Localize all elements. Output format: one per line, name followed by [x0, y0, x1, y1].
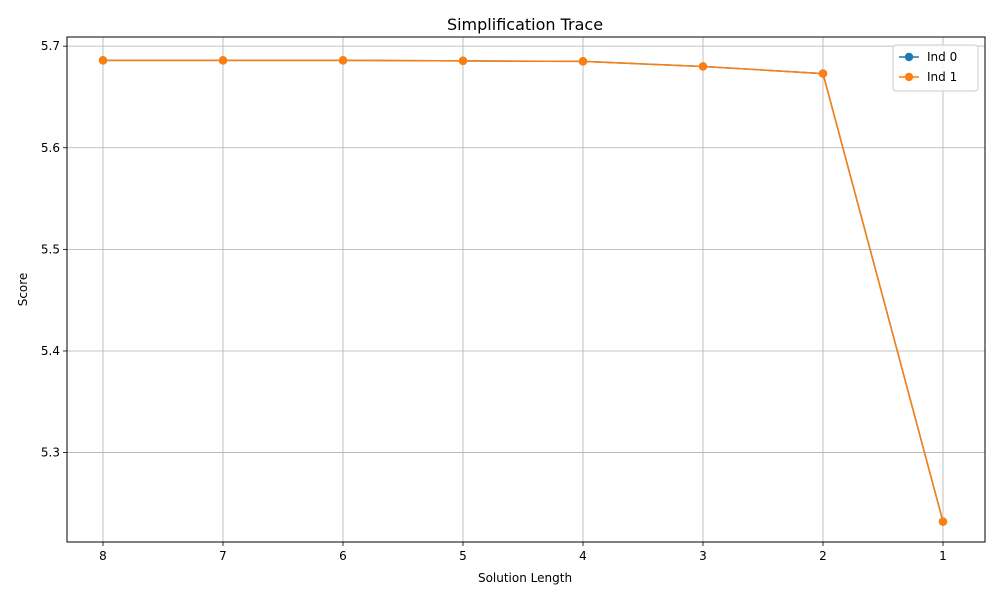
legend-marker	[904, 52, 914, 62]
chart-title: Simplification Trace	[447, 15, 603, 34]
x-tick-label: 7	[219, 549, 227, 563]
plot-frame	[66, 36, 986, 543]
y-tick-label: 5.6	[41, 141, 60, 155]
series-line	[103, 59, 944, 522]
x-axis-ticks: 8 7 6 5 4 3 2 1	[99, 542, 947, 563]
y-axis-ticks: 5.3 5.4 5.5 5.6 5.7	[41, 39, 67, 460]
series-layer	[98, 56, 948, 526]
x-tick-label: 2	[819, 549, 827, 563]
x-tick-label: 1	[939, 549, 947, 563]
x-tick-label: 8	[99, 549, 107, 563]
x-tick-label: 5	[459, 549, 467, 563]
data-point	[818, 69, 828, 78]
grid	[67, 37, 985, 542]
legend-item: Ind 0	[899, 50, 957, 64]
data-point	[698, 62, 708, 71]
data-point	[458, 56, 468, 66]
y-tick-label: 5.3	[41, 446, 60, 460]
legend: Ind 0 Ind 1	[892, 44, 979, 92]
y-tick-label: 5.5	[41, 242, 60, 256]
legend-label: Ind 0	[927, 50, 957, 64]
legend-label: Ind 1	[927, 70, 957, 84]
legend-item: Ind 1	[899, 70, 957, 84]
data-point	[578, 57, 588, 66]
x-tick-label: 6	[339, 549, 347, 563]
data-point	[98, 56, 108, 65]
x-tick-label: 3	[699, 549, 707, 563]
data-point	[338, 56, 348, 65]
data-point	[218, 56, 228, 65]
y-tick-label: 5.7	[41, 39, 60, 53]
y-axis-label: Score	[16, 273, 30, 307]
y-tick-label: 5.4	[41, 344, 60, 358]
series-0	[98, 56, 948, 526]
series-1	[98, 56, 948, 526]
x-axis-label: Solution Length	[478, 571, 572, 585]
legend-marker	[904, 72, 914, 82]
data-point	[938, 517, 948, 526]
x-tick-label: 4	[579, 549, 587, 563]
